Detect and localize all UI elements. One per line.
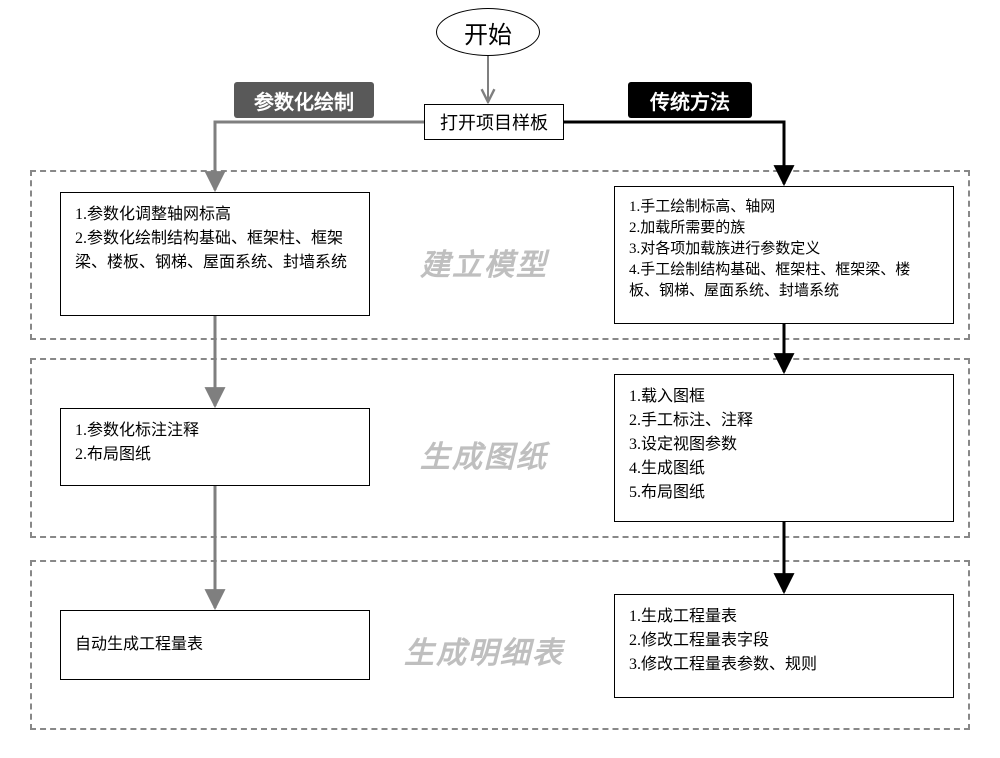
right-drawing-line-4: 4.生成图纸 [629,457,939,481]
phase-label-model: 建立模型 [420,240,548,284]
right-drawing-line-1: 1.载入图框 [629,385,939,409]
right-schedule-line-3: 3.修改工程量表参数、规则 [629,653,939,677]
left-model-box: 1.参数化调整轴网标高 2.参数化绘制结构基础、框架柱、框架梁、楼板、钢梯、屋面… [60,192,370,316]
open-template-node: 打开项目样板 [424,104,564,140]
start-node: 开始 [436,8,540,56]
left-model-line-2: 2.参数化绘制结构基础、框架柱、框架梁、楼板、钢梯、屋面系统、封墙系统 [75,227,355,275]
badge-parametric-label: 参数化绘制 [254,86,354,115]
right-model-line-3: 3.对各项加载族进行参数定义 [629,239,939,260]
badge-parametric: 参数化绘制 [234,82,374,118]
left-model-line-1: 1.参数化调整轴网标高 [75,203,355,227]
left-drawing-line-2: 2.布局图纸 [75,443,355,467]
right-model-line-2: 2.加载所需要的族 [629,218,939,239]
right-schedule-box: 1.生成工程量表 2.修改工程量表字段 3.修改工程量表参数、规则 [614,594,954,698]
right-drawing-line-3: 3.设定视图参数 [629,433,939,457]
right-drawing-line-5: 5.布局图纸 [629,481,939,505]
right-schedule-line-1: 1.生成工程量表 [629,605,939,629]
right-drawing-box: 1.载入图框 2.手工标注、注释 3.设定视图参数 4.生成图纸 5.布局图纸 [614,374,954,522]
right-schedule-line-2: 2.修改工程量表字段 [629,629,939,653]
badge-traditional: 传统方法 [628,82,752,118]
right-model-line-1: 1.手工绘制标高、轴网 [629,197,939,218]
badge-traditional-label: 传统方法 [650,86,730,115]
left-drawing-box: 1.参数化标注注释 2.布局图纸 [60,408,370,486]
flowchart-canvas: 开始 参数化绘制 传统方法 打开项目样板 建立模型 生成图纸 生成明细表 1.参… [0,0,1000,758]
phase-label-drawing: 生成图纸 [420,432,548,476]
open-template-label: 打开项目样板 [440,109,548,135]
phase-label-schedule: 生成明细表 [404,628,564,672]
left-schedule-line-1: 自动生成工程量表 [75,633,203,657]
start-label: 开始 [464,15,512,50]
right-model-line-4: 4.手工绘制结构基础、框架柱、框架梁、楼板、钢梯、屋面系统、封墙系统 [629,260,939,302]
right-model-box: 1.手工绘制标高、轴网 2.加载所需要的族 3.对各项加载族进行参数定义 4.手… [614,186,954,324]
left-drawing-line-1: 1.参数化标注注释 [75,419,355,443]
right-drawing-line-2: 2.手工标注、注释 [629,409,939,433]
left-schedule-box: 自动生成工程量表 [60,610,370,680]
